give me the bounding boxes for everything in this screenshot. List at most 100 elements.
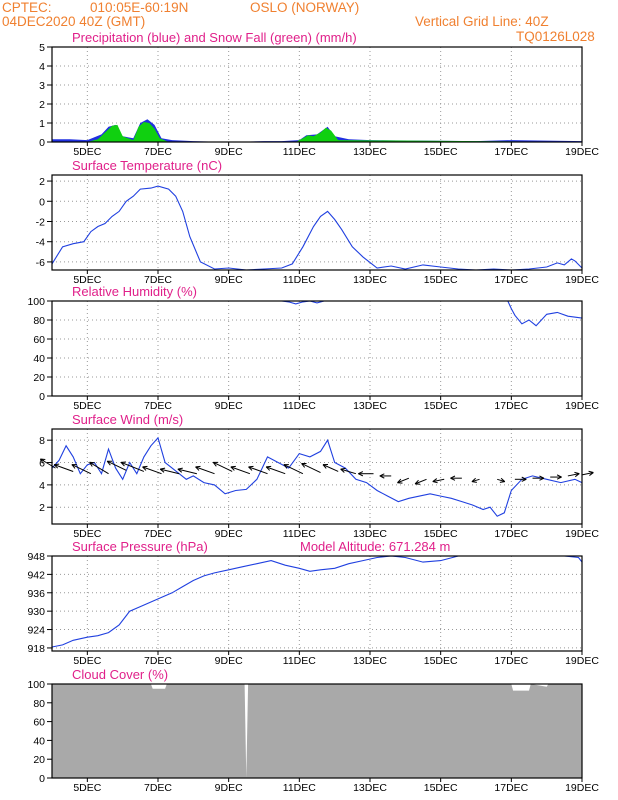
header-grid-note: Vertical Grid Line: 40Z bbox=[415, 14, 549, 29]
panel5-ytick-label: 918 bbox=[27, 643, 45, 655]
panel3-series-line bbox=[52, 300, 583, 327]
header-model: TQ0126L028 bbox=[516, 29, 595, 44]
panel2-series-line bbox=[51, 185, 583, 271]
panel6-xtick-label: 11DEC bbox=[283, 782, 316, 794]
panel5-xtick-label: 7DEC bbox=[144, 655, 172, 667]
panel4-ytick-label: 4 bbox=[39, 480, 45, 492]
panel4-ytick-label: 2 bbox=[39, 502, 45, 514]
panel6-ytick-label: 40 bbox=[33, 735, 45, 747]
panel6-xtick-label: 17DEC bbox=[494, 782, 528, 794]
panel1-frame bbox=[51, 46, 583, 143]
panel2-xtick-label: 5DEC bbox=[73, 274, 101, 286]
panel6-xtick-label: 19DEC bbox=[565, 782, 599, 794]
panel6-title: Cloud Cover (%) bbox=[72, 667, 168, 682]
wind-arrow bbox=[358, 471, 374, 477]
panel4-xtick-label: 13DEC bbox=[353, 528, 387, 540]
panel2-frame bbox=[51, 174, 583, 271]
wind-arrow bbox=[212, 461, 233, 472]
panel3-ytick-label: 0 bbox=[39, 391, 45, 403]
panel5-ytick-label: 948 bbox=[27, 551, 45, 563]
wind-arrow bbox=[322, 463, 339, 472]
panel3-xtick-label: 5DEC bbox=[73, 400, 101, 412]
panel3-ytick-label: 60 bbox=[33, 334, 45, 346]
panel5-ytick-label: 924 bbox=[27, 625, 45, 637]
panel5-xtick-label: 13DEC bbox=[353, 655, 387, 667]
wind-arrow bbox=[89, 461, 109, 475]
panel2-xtick-label: 19DEC bbox=[565, 274, 599, 286]
wind-arrow bbox=[53, 463, 74, 472]
wind-arrow bbox=[120, 461, 145, 472]
panel1-ytick-label: 3 bbox=[39, 80, 45, 92]
wind-arrow bbox=[432, 478, 445, 484]
panel5-series-line bbox=[51, 555, 583, 648]
panel6-cloud-area bbox=[52, 684, 582, 778]
panel1-xtick-label: 5DEC bbox=[73, 146, 101, 158]
panel6-xtick-label: 15DEC bbox=[424, 782, 458, 794]
panel4-xtick-label: 9DEC bbox=[215, 528, 243, 540]
panel1-snow-area bbox=[52, 122, 582, 142]
header-coords: 010:05E-60:19N bbox=[90, 0, 189, 15]
panel1-xtick-label: 17DEC bbox=[494, 146, 528, 158]
panel5-xtick-label: 5DEC bbox=[73, 655, 101, 667]
panel6-xtick-label: 9DEC bbox=[215, 782, 243, 794]
panel5-ytick-label: 930 bbox=[27, 606, 45, 618]
header-location: OSLO (NORWAY) bbox=[250, 0, 360, 15]
wind-arrow bbox=[301, 462, 321, 474]
wind-arrow bbox=[283, 464, 304, 475]
panel2-xtick-label: 11DEC bbox=[283, 274, 316, 286]
panel6-ytick-label: 100 bbox=[27, 679, 45, 691]
panel3-xtick-label: 7DEC bbox=[144, 400, 172, 412]
panel1-xtick-label: 9DEC bbox=[215, 146, 243, 158]
panel2-ytick-label: 0 bbox=[39, 196, 45, 208]
panel1-ytick-label: 5 bbox=[39, 42, 45, 54]
panel6-xtick-label: 5DEC bbox=[73, 782, 101, 794]
panel5-ytick-label: 936 bbox=[27, 588, 45, 600]
wind-arrow bbox=[142, 465, 162, 475]
wind-arrow bbox=[514, 476, 527, 482]
panel5-xtick-label: 19DEC bbox=[565, 655, 599, 667]
panel4-xtick-label: 19DEC bbox=[565, 528, 599, 540]
panel2-ytick-label: -2 bbox=[36, 216, 45, 228]
header-org: CPTEC: bbox=[2, 0, 52, 15]
panel5-xtick-label: 11DEC bbox=[283, 655, 316, 667]
panel6-ytick-label: 20 bbox=[33, 754, 45, 766]
panel4-xtick-label: 15DEC bbox=[424, 528, 458, 540]
panel3-xtick-label: 9DEC bbox=[215, 400, 243, 412]
panel4-ytick-label: 8 bbox=[39, 435, 45, 447]
panel2-xtick-label: 9DEC bbox=[215, 274, 243, 286]
panel6-ytick-label: 60 bbox=[33, 717, 45, 729]
wind-arrow bbox=[581, 470, 594, 476]
wind-arrow bbox=[248, 465, 268, 475]
wind-arrow bbox=[230, 465, 251, 475]
header-date: 04DEC2020 40Z (GMT) bbox=[2, 14, 146, 29]
wind-arrow bbox=[71, 464, 92, 475]
panel5-annotation: Model Altitude: 671.284 m bbox=[300, 539, 450, 554]
panel5-title: Surface Pressure (hPa) bbox=[72, 539, 208, 554]
panel6-ytick-label: 0 bbox=[39, 773, 45, 785]
panel2-xtick-label: 13DEC bbox=[353, 274, 387, 286]
panel1-xtick-label: 11DEC bbox=[283, 146, 316, 158]
wind-arrow bbox=[195, 465, 215, 475]
panel2-xtick-label: 15DEC bbox=[424, 274, 458, 286]
wind-arrow bbox=[39, 458, 56, 469]
wind-arrow bbox=[450, 475, 462, 481]
wind-arrow bbox=[159, 467, 180, 475]
panel6-ytick-label: 80 bbox=[33, 698, 45, 710]
panel3-xtick-label: 17DEC bbox=[494, 400, 528, 412]
panel4-title: Surface Wind (m/s) bbox=[72, 412, 183, 427]
panel5-ytick-label: 942 bbox=[27, 569, 45, 581]
panel3-ytick-label: 40 bbox=[33, 353, 45, 365]
panel1-ytick-label: 2 bbox=[39, 99, 45, 111]
panel4-frame bbox=[51, 428, 583, 525]
panel5-frame bbox=[51, 555, 583, 652]
panel4-xtick-label: 11DEC bbox=[283, 528, 316, 540]
panel3-frame bbox=[51, 300, 583, 397]
panel5-xtick-label: 9DEC bbox=[215, 655, 243, 667]
panel1-xtick-label: 19DEC bbox=[565, 146, 599, 158]
panel4-xtick-label: 7DEC bbox=[144, 528, 172, 540]
panel3-xtick-label: 13DEC bbox=[353, 400, 387, 412]
panel1-ytick-label: 1 bbox=[39, 118, 45, 130]
wind-arrow bbox=[471, 477, 480, 483]
wind-arrow bbox=[550, 474, 562, 480]
wind-arrow bbox=[567, 471, 580, 478]
